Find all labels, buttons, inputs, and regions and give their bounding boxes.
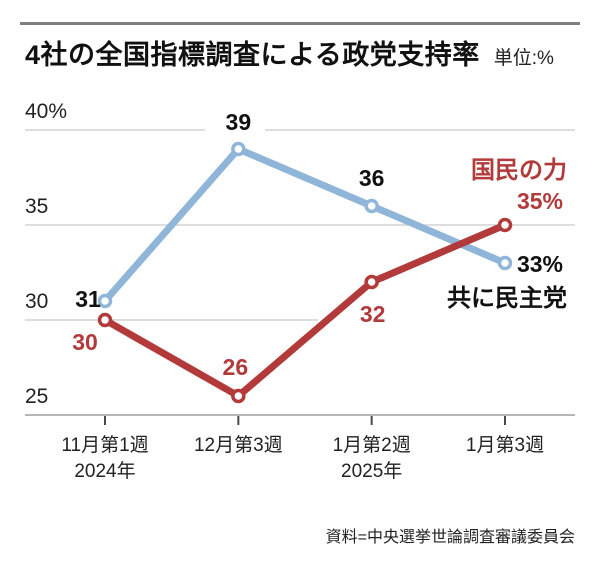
top-rule [20,22,580,25]
data-point-marker [364,198,379,214]
data-point-marker [497,217,513,233]
data-point-marker [497,255,513,271]
unit-label: 単位:% [493,48,554,69]
source-note: 資料=中央選挙世論調査審議委員会 [325,529,575,546]
data-point-marker [97,293,113,309]
chart-title: 4社の全国指標調査による政党支持率 [25,40,480,70]
series-line-0 [102,145,507,304]
chart-header: 4社の全国指標調査による政党支持率 単位:% [25,33,554,72]
data-point-marker [97,312,113,328]
data-point-marker [364,274,379,290]
data-point-marker [231,141,246,157]
series-line-1 [103,221,507,400]
data-point-marker [231,388,246,404]
